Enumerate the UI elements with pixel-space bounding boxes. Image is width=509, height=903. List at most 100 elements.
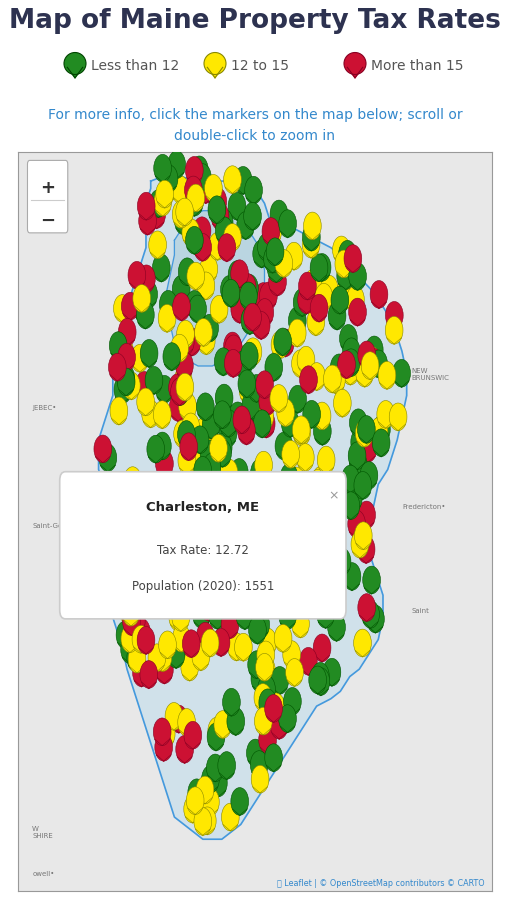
Polygon shape [229, 491, 243, 498]
Polygon shape [313, 684, 327, 690]
Polygon shape [215, 461, 230, 468]
Circle shape [184, 721, 201, 749]
Circle shape [251, 766, 268, 793]
Polygon shape [173, 605, 187, 611]
Polygon shape [393, 381, 408, 387]
Circle shape [210, 580, 228, 607]
Circle shape [327, 367, 345, 395]
Circle shape [208, 601, 226, 629]
Polygon shape [210, 255, 224, 261]
Polygon shape [334, 305, 349, 312]
Circle shape [241, 307, 258, 335]
Circle shape [172, 583, 189, 611]
Polygon shape [179, 469, 194, 475]
Polygon shape [259, 432, 273, 438]
Circle shape [264, 744, 282, 771]
Polygon shape [280, 232, 294, 238]
Polygon shape [216, 231, 231, 237]
Polygon shape [256, 304, 270, 311]
Circle shape [104, 534, 122, 562]
Polygon shape [282, 432, 297, 438]
Circle shape [269, 386, 287, 413]
Polygon shape [216, 239, 231, 246]
Circle shape [129, 522, 147, 550]
Circle shape [116, 339, 133, 366]
Polygon shape [100, 466, 115, 472]
Circle shape [185, 189, 203, 217]
Circle shape [231, 556, 248, 584]
Polygon shape [304, 234, 319, 240]
Polygon shape [291, 591, 305, 598]
Polygon shape [178, 349, 192, 356]
Circle shape [204, 593, 222, 621]
Circle shape [172, 276, 190, 303]
Polygon shape [182, 497, 197, 503]
Polygon shape [193, 665, 208, 671]
Circle shape [327, 614, 345, 641]
Circle shape [322, 535, 340, 563]
Circle shape [301, 530, 319, 558]
Polygon shape [129, 628, 144, 635]
Polygon shape [224, 246, 239, 252]
Polygon shape [245, 360, 260, 366]
Polygon shape [281, 486, 296, 492]
Circle shape [299, 647, 317, 675]
Polygon shape [286, 265, 301, 271]
Polygon shape [198, 198, 213, 204]
Circle shape [186, 787, 204, 815]
Polygon shape [314, 498, 328, 504]
Circle shape [134, 296, 152, 324]
Circle shape [376, 401, 394, 429]
Polygon shape [159, 327, 174, 332]
Polygon shape [122, 657, 136, 664]
Polygon shape [333, 258, 348, 265]
Polygon shape [164, 610, 179, 617]
Circle shape [215, 385, 233, 413]
Polygon shape [343, 514, 357, 520]
Circle shape [175, 352, 193, 380]
Circle shape [187, 449, 205, 477]
Polygon shape [261, 564, 275, 570]
Polygon shape [164, 365, 179, 371]
Circle shape [304, 270, 321, 298]
Polygon shape [245, 325, 259, 331]
Circle shape [228, 587, 246, 614]
Circle shape [233, 564, 250, 592]
Circle shape [183, 434, 200, 461]
Circle shape [201, 576, 219, 604]
Polygon shape [164, 609, 178, 615]
Polygon shape [260, 409, 274, 415]
Circle shape [158, 631, 176, 659]
Circle shape [274, 433, 292, 461]
Circle shape [257, 234, 275, 262]
Polygon shape [209, 493, 223, 499]
Circle shape [281, 441, 299, 469]
Text: Fredericton•: Fredericton• [401, 504, 444, 510]
Circle shape [257, 656, 275, 684]
Polygon shape [202, 526, 216, 533]
Polygon shape [141, 303, 156, 309]
Polygon shape [357, 381, 371, 387]
Circle shape [128, 262, 146, 290]
Polygon shape [208, 744, 223, 750]
Polygon shape [324, 387, 339, 394]
Circle shape [221, 611, 238, 638]
Polygon shape [212, 225, 227, 231]
Circle shape [208, 233, 226, 261]
Polygon shape [172, 400, 186, 406]
Circle shape [227, 708, 244, 735]
Polygon shape [114, 521, 128, 527]
Circle shape [121, 625, 138, 653]
Circle shape [355, 360, 373, 387]
Polygon shape [282, 556, 297, 563]
Circle shape [138, 208, 156, 236]
Polygon shape [371, 440, 385, 445]
Circle shape [155, 451, 173, 478]
Circle shape [247, 651, 265, 679]
Circle shape [209, 435, 227, 462]
Polygon shape [271, 592, 286, 599]
Circle shape [252, 240, 270, 268]
Polygon shape [212, 600, 227, 607]
Circle shape [219, 460, 237, 487]
Polygon shape [293, 438, 308, 444]
